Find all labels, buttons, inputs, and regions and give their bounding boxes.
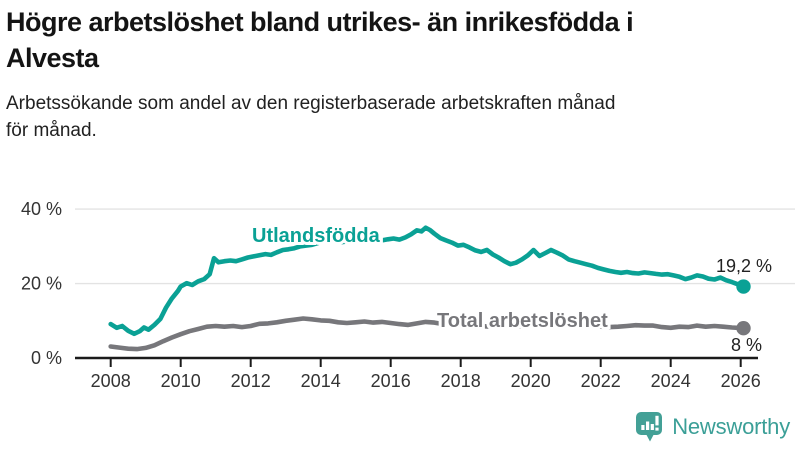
brand-name: Newsworthy [672, 414, 790, 439]
x-tick-label: 2020 [511, 371, 551, 391]
newsworthy-brand: Newsworthy [635, 411, 790, 443]
x-tick-label: 2016 [371, 371, 411, 391]
series-end-dot-total [736, 321, 751, 336]
series-line-total [108, 316, 746, 352]
y-tick-label: 0 % [31, 348, 62, 368]
x-tick-label: 2012 [231, 371, 271, 391]
series-label-total: Total arbetslöshet [437, 310, 608, 332]
y-tick-label: 20 % [21, 274, 62, 294]
series-line-utlandsfodda [108, 225, 746, 337]
page-title-line2: Alvesta [6, 43, 99, 73]
newsworthy-logo-icon [636, 412, 663, 442]
series-end-value-total: 8 % [731, 335, 762, 355]
chart-header: Högre arbetslöshet bland utrikes- än inr… [6, 4, 796, 144]
series-end-dot-utlandsfodda [736, 279, 751, 294]
series-label-utlandsfodda: Utlandsfödda [252, 225, 381, 247]
x-tick-label: 2010 [161, 371, 201, 391]
chart-subtitle: Arbetssökande som andel av den registerb… [6, 93, 616, 141]
x-tick-label: 2014 [301, 371, 341, 391]
series-end-value-utlandsfodda: 19,2 % [716, 256, 772, 276]
y-tick-label: 40 % [21, 199, 62, 219]
x-tick-label: 2026 [721, 371, 761, 391]
x-tick-label: 2008 [91, 371, 131, 391]
page-title: Högre arbetslöshet bland utrikes- än inr… [6, 7, 634, 37]
x-tick-label: 2024 [651, 371, 691, 391]
x-tick-label: 2018 [441, 371, 481, 391]
x-tick-label: 2022 [581, 371, 621, 391]
